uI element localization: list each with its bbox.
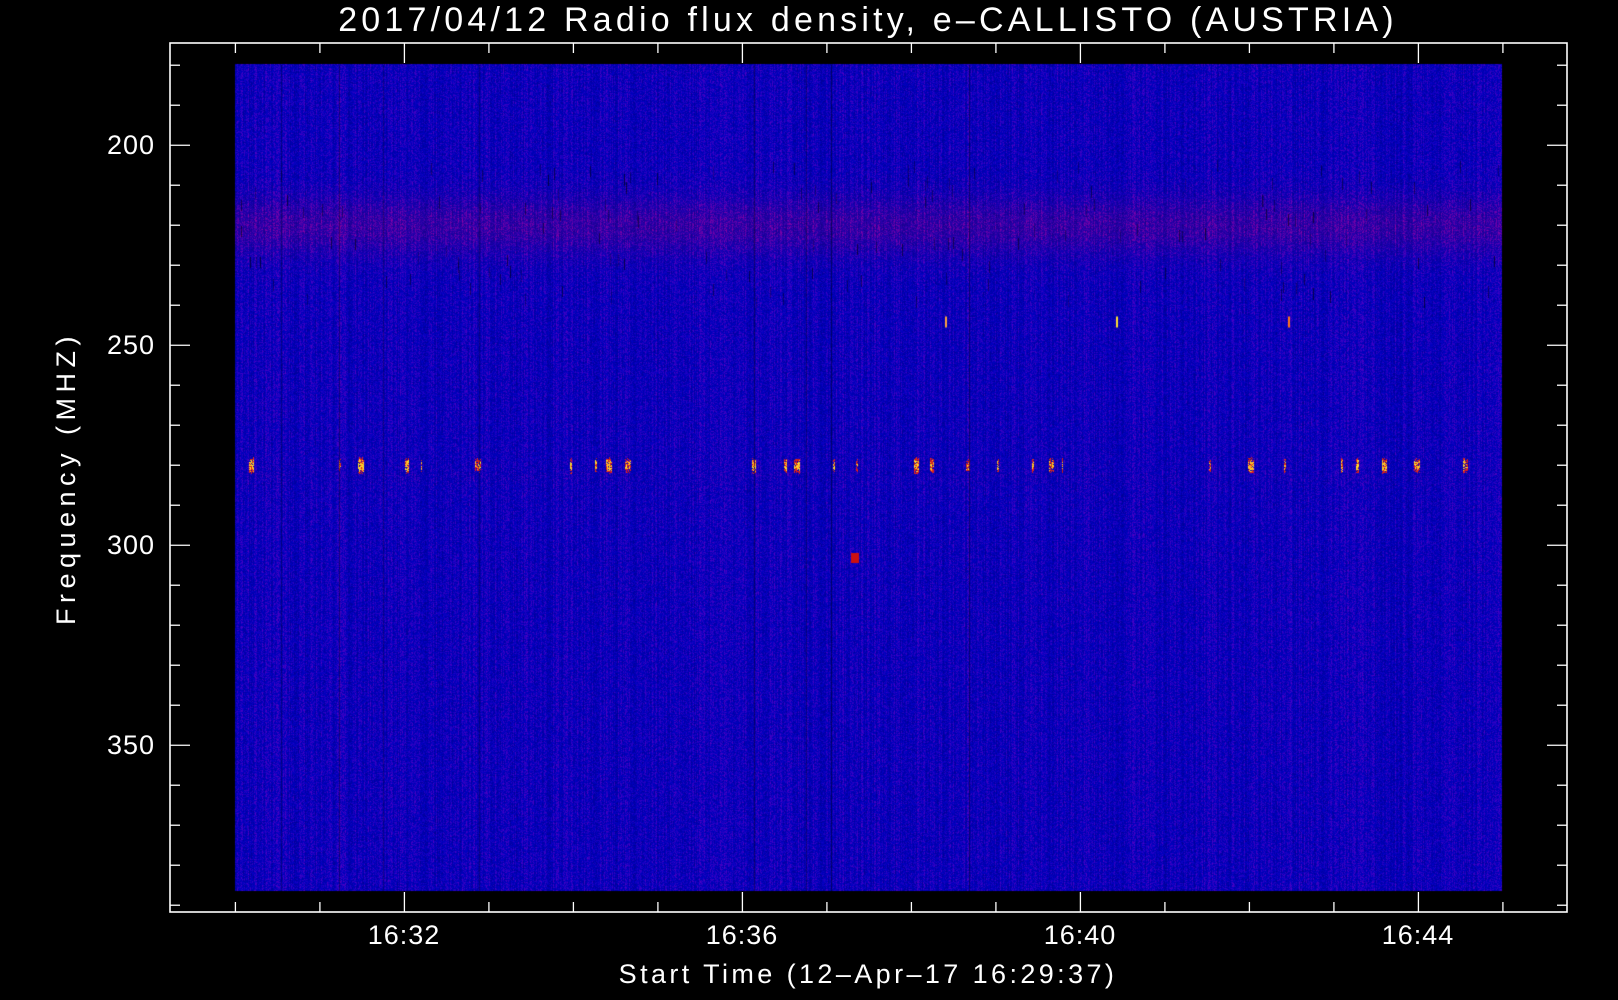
svg-text:Frequency (MHZ): Frequency (MHZ) [51, 331, 81, 625]
svg-text:16:40: 16:40 [1044, 920, 1117, 950]
svg-text:16:36: 16:36 [706, 920, 779, 950]
svg-text:250: 250 [107, 330, 155, 360]
svg-text:2017/04/12 Radio flux densit: 2017/04/12 Radio flux density, e–CALLIST… [338, 1, 1398, 39]
svg-text:200: 200 [107, 130, 155, 160]
svg-text:350: 350 [107, 730, 155, 760]
svg-text:16:32: 16:32 [368, 920, 441, 950]
svg-text:Start Time (12–Apr–17 16:29:37: Start Time (12–Apr–17 16:29:37) [619, 959, 1118, 989]
svg-text:16:44: 16:44 [1382, 920, 1455, 950]
svg-text:300: 300 [107, 530, 155, 560]
